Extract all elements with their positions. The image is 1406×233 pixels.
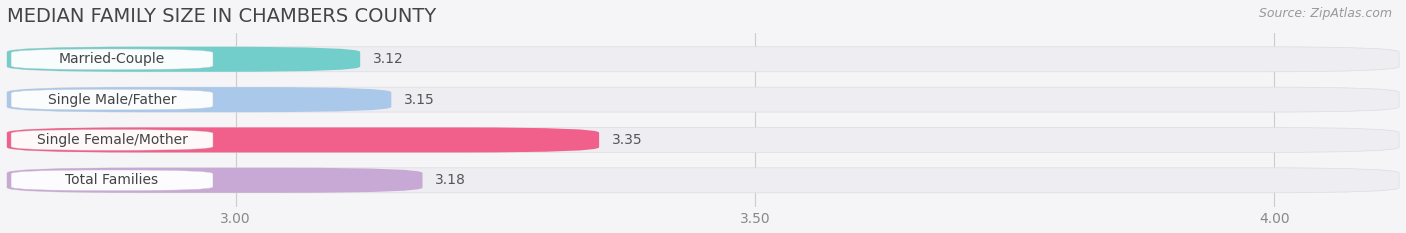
Text: 3.12: 3.12	[373, 52, 404, 66]
FancyBboxPatch shape	[11, 170, 212, 191]
Text: Single Female/Mother: Single Female/Mother	[37, 133, 187, 147]
FancyBboxPatch shape	[7, 127, 1399, 152]
FancyBboxPatch shape	[7, 168, 422, 193]
Text: 3.35: 3.35	[612, 133, 643, 147]
FancyBboxPatch shape	[7, 168, 1399, 193]
Text: 3.18: 3.18	[434, 173, 465, 187]
Text: MEDIAN FAMILY SIZE IN CHAMBERS COUNTY: MEDIAN FAMILY SIZE IN CHAMBERS COUNTY	[7, 7, 436, 26]
Text: Source: ZipAtlas.com: Source: ZipAtlas.com	[1258, 7, 1392, 20]
Text: Single Male/Father: Single Male/Father	[48, 93, 176, 107]
Text: 3.15: 3.15	[404, 93, 434, 107]
Text: Total Families: Total Families	[66, 173, 159, 187]
FancyBboxPatch shape	[11, 130, 212, 150]
FancyBboxPatch shape	[7, 87, 391, 112]
FancyBboxPatch shape	[7, 127, 599, 152]
FancyBboxPatch shape	[7, 87, 1399, 112]
FancyBboxPatch shape	[7, 47, 360, 72]
FancyBboxPatch shape	[11, 49, 212, 69]
FancyBboxPatch shape	[11, 89, 212, 110]
FancyBboxPatch shape	[7, 47, 1399, 72]
Text: Married-Couple: Married-Couple	[59, 52, 165, 66]
